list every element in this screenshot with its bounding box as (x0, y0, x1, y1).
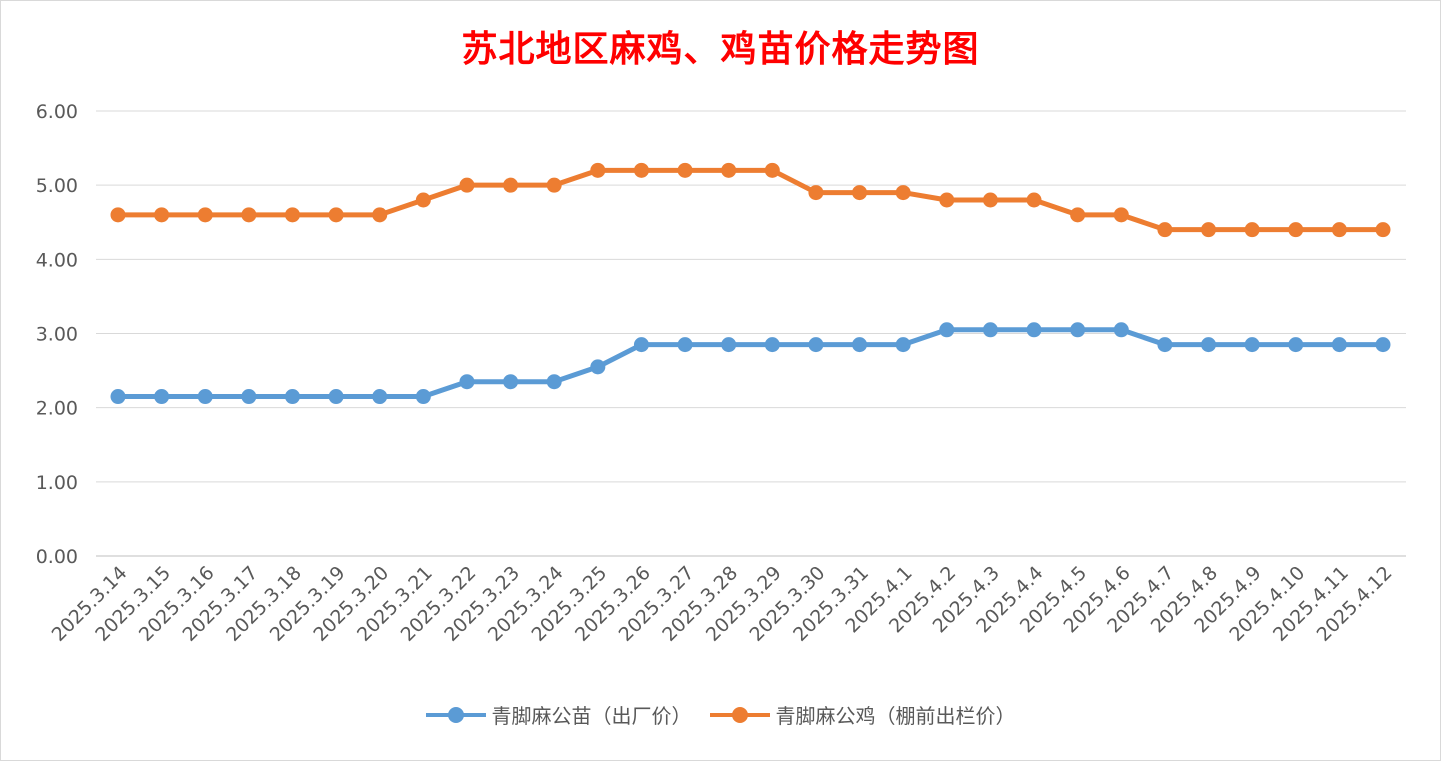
legend-label-series-2: 青脚麻公鸡（棚前出栏价） (775, 704, 1016, 728)
data-point-series-2 (764, 162, 780, 178)
data-point-series-2 (808, 185, 824, 201)
data-point-series-1 (1113, 322, 1129, 338)
data-point-series-2 (677, 162, 693, 178)
data-point-series-2 (633, 162, 649, 178)
data-point-series-1 (633, 337, 649, 353)
data-point-series-2 (1157, 222, 1173, 238)
data-point-series-1 (590, 359, 606, 375)
data-point-series-1 (197, 389, 213, 405)
data-point-series-2 (1331, 222, 1347, 238)
y-tick-label: 5.00 (36, 175, 78, 197)
data-point-series-1 (1026, 322, 1042, 338)
data-point-series-2 (939, 192, 955, 208)
data-point-series-1 (1201, 337, 1217, 353)
data-point-series-1 (895, 337, 911, 353)
series-group (110, 162, 1391, 405)
data-point-series-1 (677, 337, 693, 353)
data-point-series-2 (1288, 222, 1304, 238)
y-tick-label: 3.00 (36, 324, 78, 346)
y-tick-label: 0.00 (36, 546, 78, 568)
data-point-series-2 (197, 207, 213, 223)
data-point-series-2 (154, 207, 170, 223)
series-line-2 (115, 167, 1386, 233)
data-point-series-2 (982, 192, 998, 208)
data-point-series-2 (721, 162, 737, 178)
data-point-series-1 (939, 322, 955, 338)
data-point-series-1 (764, 337, 780, 353)
data-point-series-1 (415, 389, 431, 405)
data-point-series-1 (328, 389, 344, 405)
data-point-series-2 (1113, 207, 1129, 223)
data-point-series-2 (328, 207, 344, 223)
data-point-series-2 (415, 192, 431, 208)
data-point-series-2 (1375, 222, 1391, 238)
data-point-series-2 (459, 177, 475, 193)
data-point-series-2 (1070, 207, 1086, 223)
legend: 青脚麻公苗（出厂价） 青脚麻公鸡（棚前出栏价） (0, 700, 1441, 729)
data-point-series-1 (459, 374, 475, 390)
data-point-series-1 (808, 337, 824, 353)
data-point-series-1 (1375, 337, 1391, 353)
data-point-series-1 (1331, 337, 1347, 353)
data-point-series-2 (590, 162, 606, 178)
y-axis-ticks: 0.00 1.00 2.00 3.00 4.00 5.00 6.00 (36, 101, 78, 568)
legend-item-series-2: 青脚麻公鸡（棚前出栏价） (709, 700, 1016, 729)
data-point-series-1 (372, 389, 388, 405)
data-point-series-1 (154, 389, 170, 405)
data-point-series-2 (895, 185, 911, 201)
grid-lines (96, 110, 1406, 557)
y-tick-label: 6.00 (36, 101, 78, 123)
legend-item-series-1: 青脚麻公苗（出厂价） (425, 700, 692, 729)
data-point-series-2 (852, 185, 868, 201)
data-point-series-2 (284, 207, 300, 223)
chart-title: 苏北地区麻鸡、鸡苗价格走势图 (461, 28, 980, 70)
data-point-series-1 (110, 389, 126, 405)
data-point-series-1 (1244, 337, 1260, 353)
legend-label-series-1: 青脚麻公苗（出厂价） (491, 704, 692, 728)
y-tick-label: 1.00 (36, 472, 78, 494)
data-point-series-1 (284, 389, 300, 405)
data-point-series-2 (110, 207, 126, 223)
x-axis-ticks: 2025.3.142025.3.152025.3.162025.3.172025… (48, 562, 1397, 646)
data-point-series-2 (1201, 222, 1217, 238)
y-tick-label: 4.00 (36, 249, 78, 271)
data-point-series-2 (1244, 222, 1260, 238)
data-point-series-1 (852, 337, 868, 353)
y-tick-label: 2.00 (36, 398, 78, 420)
data-point-series-2 (372, 207, 388, 223)
data-point-series-1 (503, 374, 519, 390)
data-point-series-1 (982, 322, 998, 338)
data-point-series-1 (546, 374, 562, 390)
data-point-series-1 (1157, 337, 1173, 353)
data-point-series-2 (546, 177, 562, 193)
data-point-series-2 (503, 177, 519, 193)
data-point-series-2 (1026, 192, 1042, 208)
data-point-series-1 (721, 337, 737, 353)
data-point-series-1 (1288, 337, 1304, 353)
data-point-series-1 (241, 389, 257, 405)
legend-swatch-series-1 (425, 705, 486, 725)
data-point-series-2 (241, 207, 257, 223)
data-point-series-1 (1070, 322, 1086, 338)
series-line-1 (115, 327, 1386, 400)
legend-swatch-series-2 (709, 705, 770, 725)
